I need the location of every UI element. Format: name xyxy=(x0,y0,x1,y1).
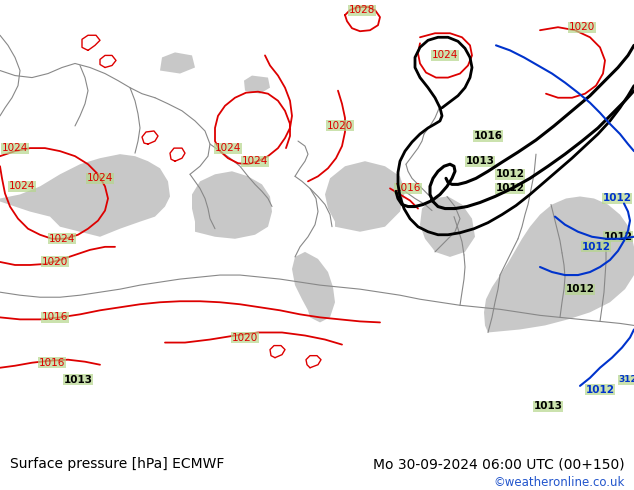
Text: 1028: 1028 xyxy=(349,5,375,15)
Text: 1016: 1016 xyxy=(39,358,65,368)
Text: 1020: 1020 xyxy=(569,22,595,32)
Text: 1016: 1016 xyxy=(395,183,421,194)
Text: Mo 30-09-2024 06:00 UTC (00+150): Mo 30-09-2024 06:00 UTC (00+150) xyxy=(373,457,624,471)
Text: 1016: 1016 xyxy=(474,131,503,141)
Text: 1012: 1012 xyxy=(566,284,595,294)
Text: 1024: 1024 xyxy=(215,143,241,153)
Polygon shape xyxy=(484,196,634,333)
Text: 1013: 1013 xyxy=(63,375,93,385)
Text: 1024: 1024 xyxy=(242,156,268,166)
Polygon shape xyxy=(325,161,405,232)
Text: 1013: 1013 xyxy=(533,401,562,411)
Text: 1024: 1024 xyxy=(87,173,113,183)
Text: 1020: 1020 xyxy=(327,121,353,131)
Text: 1012: 1012 xyxy=(602,194,631,203)
Text: 1012: 1012 xyxy=(496,170,524,179)
Text: 1024: 1024 xyxy=(49,234,75,244)
Text: 1013: 1013 xyxy=(465,156,495,166)
Polygon shape xyxy=(292,252,335,322)
Text: 1016: 1016 xyxy=(42,312,68,322)
Text: 1024: 1024 xyxy=(432,50,458,60)
Text: 1024: 1024 xyxy=(2,143,28,153)
Text: 1024: 1024 xyxy=(9,181,36,192)
Text: 1020: 1020 xyxy=(232,333,258,343)
Text: 312: 312 xyxy=(619,375,634,384)
Polygon shape xyxy=(0,154,170,237)
Polygon shape xyxy=(160,52,195,74)
Text: 1012: 1012 xyxy=(604,232,633,242)
Polygon shape xyxy=(244,75,270,94)
Text: ©weatheronline.co.uk: ©weatheronline.co.uk xyxy=(493,476,624,489)
Text: Surface pressure [hPa] ECMWF: Surface pressure [hPa] ECMWF xyxy=(10,457,224,471)
Polygon shape xyxy=(420,196,475,257)
Text: 1012: 1012 xyxy=(496,183,524,194)
Polygon shape xyxy=(66,176,85,193)
Text: 1012: 1012 xyxy=(581,242,611,252)
Text: 1020: 1020 xyxy=(42,257,68,267)
Text: 1012: 1012 xyxy=(586,385,614,395)
Polygon shape xyxy=(192,172,272,239)
